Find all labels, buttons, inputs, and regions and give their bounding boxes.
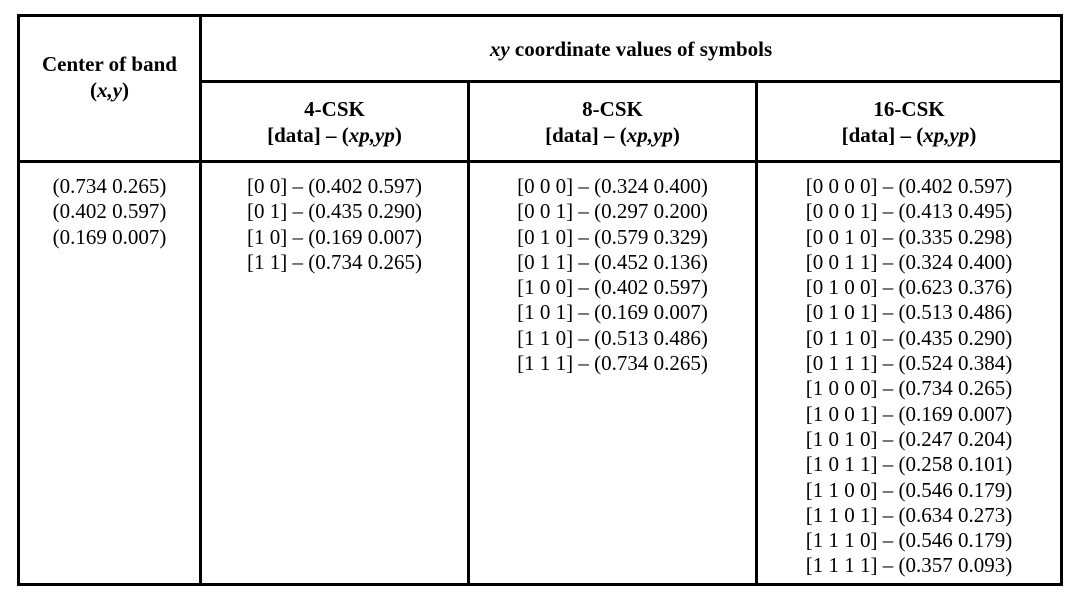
text: x,y <box>96 77 123 102</box>
table-line: [0 0 1] – (0.297 0.200) <box>517 199 708 224</box>
column-subtitle: [data] – (xp,yp) <box>758 122 1060 148</box>
table-line: [1 1 1 1] – (0.357 0.093) <box>805 553 1013 578</box>
table-line: [0 1] – (0.435 0.290) <box>247 199 422 224</box>
table-line: [1 0 1] – (0.169 0.007) <box>517 300 708 325</box>
text: [data] – ( <box>545 122 627 147</box>
text: xp,yp <box>923 122 970 147</box>
text: [data] – ( <box>841 122 924 147</box>
text: ) <box>122 77 130 102</box>
table-line: [1 1 0 1] – (0.634 0.273) <box>805 502 1013 527</box>
table-line: (0.734 0.265) <box>52 174 167 198</box>
lines: [0 0 0] – (0.324 0.400) [0 0 1] – (0.297 … <box>517 174 708 376</box>
lines: [0 0 0 0] – (0.402 0.597) [0 0 0 1] – (0.… <box>806 174 1012 579</box>
table-line: (0.169 0.007) <box>52 224 167 249</box>
table-line: [0 0 0 1] – (0.413 0.495) <box>805 199 1013 224</box>
table-line: [1 0 1 1] – (0.258 0.101) <box>805 452 1013 477</box>
table-line: [0 1 0] – (0.579 0.329) <box>517 224 708 249</box>
table-line: [1 1] – (0.734 0.265) <box>247 249 422 274</box>
symbol-table: Center of band (x,y) xy coordinate value… <box>17 14 1063 586</box>
table-line: [0 0 0] – (0.324 0.400) <box>517 174 708 198</box>
text: xp,yp <box>626 122 673 147</box>
column-header: 4-CSK [data] – (xp,yp) <box>199 80 470 163</box>
table-line: [1 0] – (0.169 0.007) <box>247 224 422 249</box>
table-line: [1 0 0 0] – (0.734 0.265) <box>805 376 1013 401</box>
body-cell: [0 0] – (0.402 0.597) [0 1] – (0.435 0.29… <box>199 160 470 586</box>
table-line: [1 0 0] – (0.402 0.597) <box>517 275 708 300</box>
table-line: [0 1 1] – (0.452 0.136) <box>517 249 708 274</box>
text: xy <box>489 36 510 61</box>
header-text: (x,y) <box>20 77 199 103</box>
text: ) <box>394 122 402 147</box>
header-text: Center of band <box>42 51 177 76</box>
table-line: [0 1 0 0] – (0.623 0.376) <box>805 275 1013 300</box>
table-line: (0.402 0.597) <box>52 199 167 224</box>
column-title: 8-CSK <box>582 96 643 121</box>
table-line: [1 1 0] – (0.513 0.486) <box>517 325 708 350</box>
table-line: [1 0 0 1] – (0.169 0.007) <box>805 401 1013 426</box>
table-line: [0 1 1 1] – (0.524 0.384) <box>805 351 1013 376</box>
text: ( <box>89 77 97 102</box>
table-line: [0 0 1 1] – (0.324 0.400) <box>805 249 1013 274</box>
text: coordinate values of symbols <box>514 36 773 61</box>
table-line: [1 1 1] – (0.734 0.265) <box>517 351 708 376</box>
table-line: [0 1 0 1] – (0.513 0.486) <box>805 300 1013 325</box>
body-cell: [0 0 0 0] – (0.402 0.597) [0 0 0 1] – (0.… <box>755 160 1063 586</box>
body-cell: [0 0 0] – (0.324 0.400) [0 0 1] – (0.297 … <box>467 160 758 586</box>
center-header: Center of band (x,y) <box>17 14 202 163</box>
column-subtitle: [data] – (xp,yp) <box>202 122 467 148</box>
table-line: [0 1 1 0] – (0.435 0.290) <box>805 325 1013 350</box>
body-cell: (0.734 0.265) (0.402 0.597) (0.169 0.007) <box>17 160 202 586</box>
table-line: [1 1 0 0] – (0.546 0.179) <box>805 477 1013 502</box>
text: [data] – ( <box>267 122 349 147</box>
text: ) <box>969 122 977 147</box>
column-title: 16-CSK <box>873 96 945 121</box>
text: xp,yp <box>348 122 395 147</box>
group-header: xy coordinate values of symbols <box>199 14 1063 83</box>
column-title: 4-CSK <box>304 96 365 121</box>
table-line: [1 1 1 0] – (0.546 0.179) <box>805 528 1013 553</box>
column-header: 16-CSK [data] – (xp,yp) <box>755 80 1063 163</box>
table-line: [0 0 0 0] – (0.402 0.597) <box>805 174 1013 198</box>
column-header: 8-CSK [data] – (xp,yp) <box>467 80 758 163</box>
lines: (0.734 0.265) (0.402 0.597) (0.169 0.007) <box>53 174 167 250</box>
text: ) <box>672 122 680 147</box>
lines: [0 0] – (0.402 0.597) [0 1] – (0.435 0.29… <box>247 174 422 275</box>
column-subtitle: [data] – (xp,yp) <box>470 122 755 148</box>
table-line: [1 0 1 0] – (0.247 0.204) <box>805 426 1013 451</box>
table-line: [0 0 1 0] – (0.335 0.298) <box>805 224 1013 249</box>
table-line: [0 0] – (0.402 0.597) <box>247 174 422 198</box>
